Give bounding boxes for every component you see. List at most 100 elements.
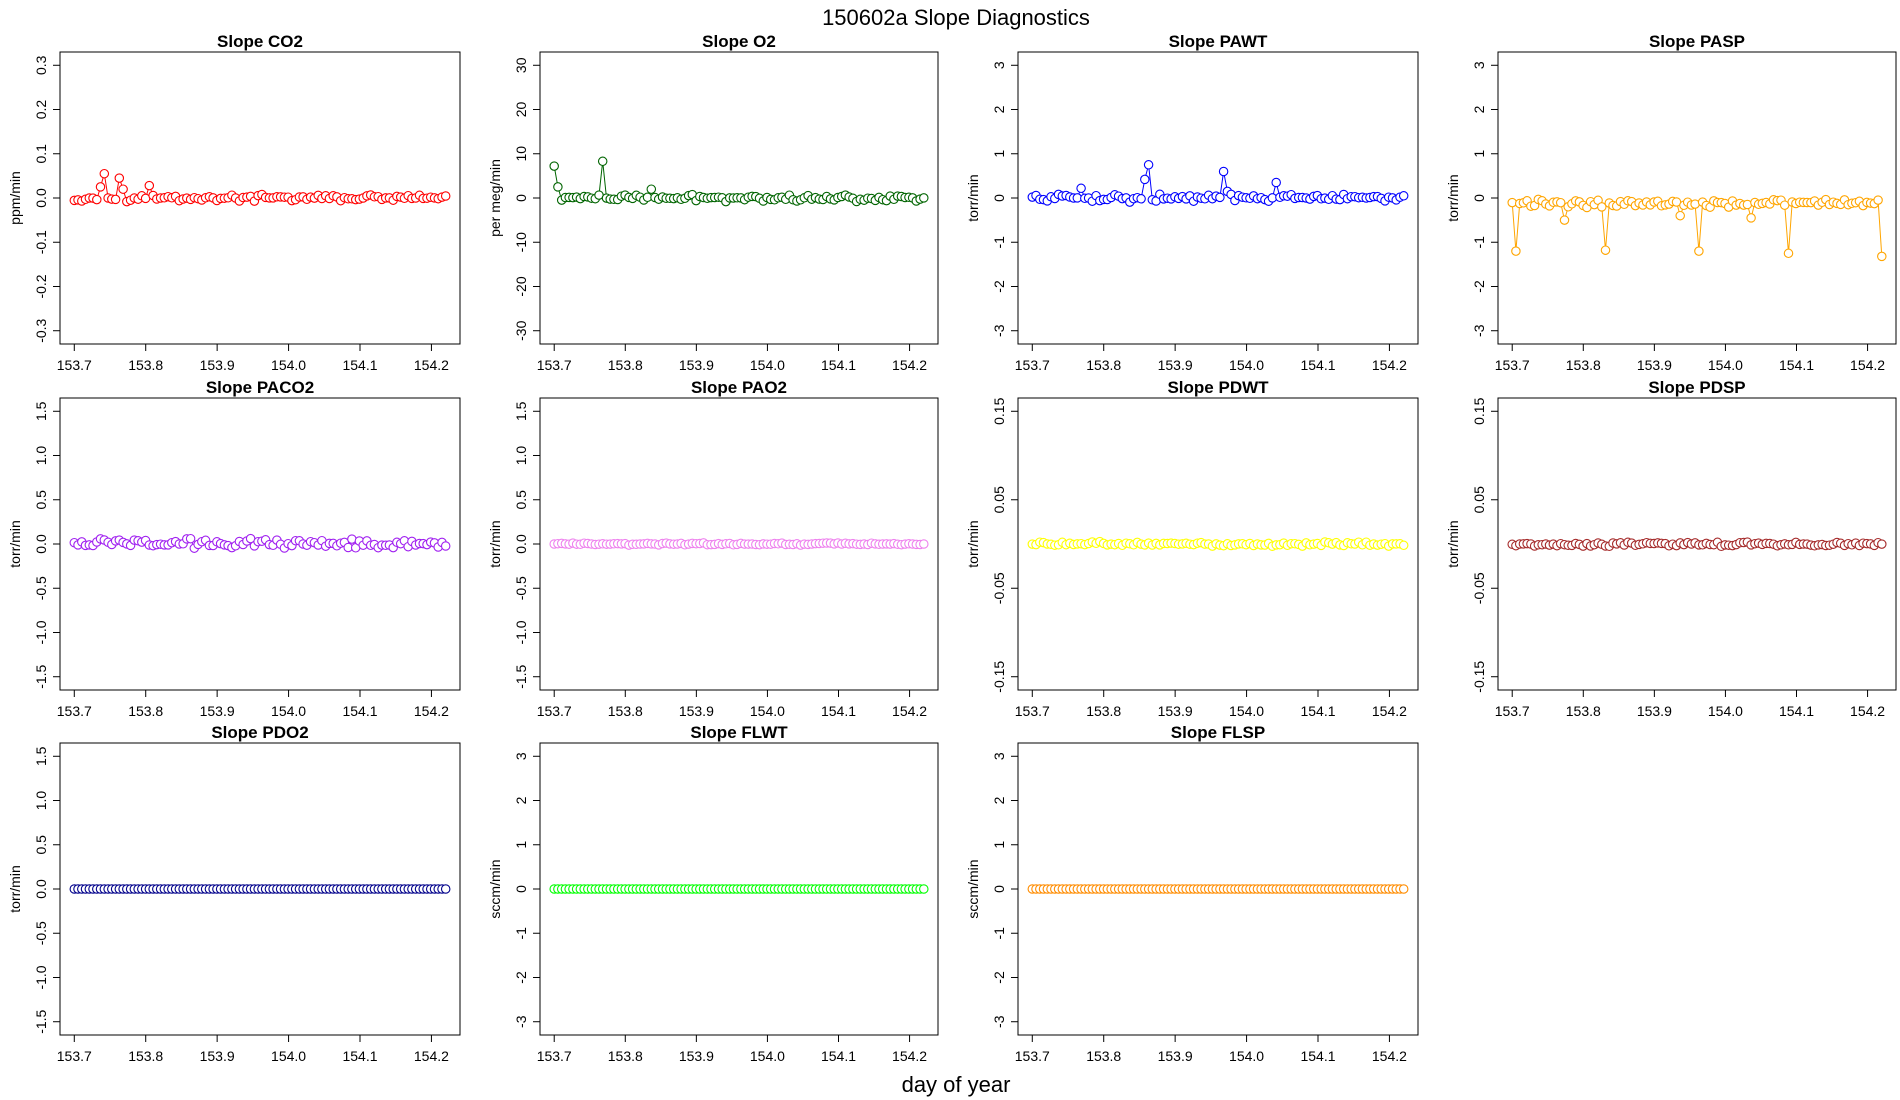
figure-xlabel: day of year [902,1072,1011,1097]
y-tick-label: 0.05 [991,486,1007,513]
x-tick-label: 154.2 [1372,703,1407,719]
x-tick-label: 153.9 [1158,703,1193,719]
y-tick-label: -2 [991,971,1007,984]
data-point [1143,160,1154,170]
x-tick-label: 153.9 [200,357,235,373]
data-point [1398,191,1409,201]
x-tick-label: 154.0 [1229,357,1264,373]
y-tick-label: -20 [513,276,529,296]
x-tick-label: 153.9 [679,703,714,719]
y-tick-label: 0.5 [33,835,49,855]
data-point [1600,245,1611,255]
data-point [1877,251,1887,262]
panel-5: Slope PACO2 -1.5 -1.0 -0.5 0.0 0.5 1.0 1.5 153.7… [7,378,461,719]
y-tick-label: 0.0 [33,879,49,899]
data-point [1555,197,1566,208]
y-tick-label: -0.05 [991,572,1007,604]
y-tick-label: 0.0 [33,188,49,208]
y-axis-label: torr/min [7,865,23,912]
y-tick-label: 0.05 [1471,486,1487,513]
x-tick-label: 154.2 [414,357,449,373]
y-axis-label: sccm/min [487,859,503,918]
x-tick-label: 153.9 [1158,357,1193,373]
y-axis-label: torr/min [1445,174,1461,221]
panel-1: Slope CO2 -0.3 -0.2 -0.1 0.0 0.1 0.2 0.3 153.7 15… [7,32,461,373]
y-tick-label: -2 [1471,280,1487,293]
y-tick-label: -10 [513,232,529,252]
y-tick-label: 1.0 [33,446,49,466]
y-tick-label: 20 [513,102,529,118]
x-tick-label: 153.7 [57,1048,92,1064]
data-point [185,533,196,544]
x-tick-label: 153.8 [1566,703,1601,719]
y-tick-label: 0 [513,194,529,202]
x-tick-label: 153.8 [128,357,163,373]
panel-title: Slope PDO2 [211,723,308,742]
data-point [144,180,155,191]
x-tick-label: 154.1 [1300,1048,1335,1064]
x-tick-label: 153.7 [537,703,572,719]
x-tick-label: 154.1 [821,357,856,373]
y-tick-label: -0.5 [33,576,49,600]
y-tick-label: -0.15 [1471,661,1487,693]
figure-title: 150602a Slope Diagnostics [822,5,1090,30]
y-tick-label: 30 [513,57,529,73]
y-tick-label: 2 [991,105,1007,113]
x-tick-label: 153.7 [1015,703,1050,719]
x-tick-label: 153.9 [679,1048,714,1064]
y-tick-label: -0.5 [513,576,529,600]
data-point [440,541,451,551]
data-point [118,184,128,194]
y-tick-label: 0.5 [513,490,529,510]
panel-11: Slope FLSP -3 -2 -1 0 1 2 3 153.7 153.8 153.9 154.0… [965,723,1419,1064]
x-tick-label: 154.0 [271,1048,306,1064]
data-point [1215,192,1225,203]
y-tick-label: 0 [991,194,1007,202]
panel-7: Slope PDWT -0.15 -0.05 0.05 0.15 153.7 153.8 15… [965,378,1419,719]
y-tick-label: 0.15 [1471,397,1487,424]
x-tick-label: 154.2 [1372,357,1407,373]
x-tick-label: 153.9 [1158,1048,1193,1064]
y-tick-label: -0.15 [991,661,1007,693]
data-point [549,161,559,171]
y-tick-label: 3 [991,752,1007,760]
y-tick-label: -0.5 [33,921,49,945]
y-tick-label: 1 [1471,150,1487,158]
y-tick-label: -0.3 [33,318,49,342]
data-point [1398,884,1409,894]
x-tick-label: 153.8 [1086,1048,1121,1064]
data-point [114,173,125,183]
x-tick-label: 154.1 [821,1048,856,1064]
panel-title: Slope FLSP [1171,723,1265,742]
data-point [440,884,451,894]
y-tick-label: -0.1 [33,230,49,254]
x-tick-label: 153.8 [608,703,643,719]
data-point [1877,539,1887,549]
panel-title: Slope PAWT [1169,32,1268,51]
x-tick-label: 153.8 [1086,357,1121,373]
y-tick-label: -1.0 [33,965,49,989]
x-tick-label: 154.1 [1779,357,1814,373]
plot-frame [1017,397,1419,691]
x-tick-label: 153.9 [679,357,714,373]
x-tick-label: 153.8 [1086,703,1121,719]
data-point [1511,246,1521,256]
panel-3: Slope PAWT -3 -2 -1 0 1 2 3 153.7 153.8 153.9 154.0… [965,32,1419,373]
data-point [1271,177,1281,188]
x-tick-label: 154.2 [414,1048,449,1064]
x-tick-label: 154.0 [271,703,306,719]
data-point [92,194,102,205]
data-point [1218,166,1229,177]
data-point [440,191,451,201]
x-tick-label: 154.2 [414,703,449,719]
panel-4: Slope PASP -3 -2 -1 0 1 2 3 153.7 153.8 153.9 154.0… [1445,32,1897,373]
x-tick-label: 154.0 [1708,357,1743,373]
panel-title: Slope PDSP [1648,378,1745,397]
x-tick-label: 153.7 [1495,703,1530,719]
y-axis-label: torr/min [487,520,503,567]
panel-title: Slope O2 [702,32,776,51]
panel-title: Slope CO2 [217,32,303,51]
x-tick-label: 154.1 [1779,703,1814,719]
data-point [95,182,106,192]
data-point [1746,213,1756,223]
